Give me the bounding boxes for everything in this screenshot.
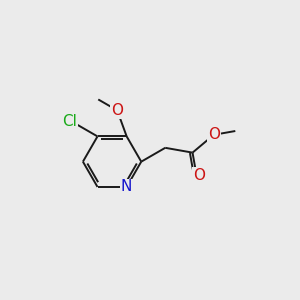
Text: N: N — [121, 179, 132, 194]
Text: O: O — [111, 103, 123, 118]
Text: methoxy: methoxy — [94, 97, 100, 99]
Text: O: O — [193, 168, 205, 183]
Text: Cl: Cl — [63, 115, 77, 130]
Text: O: O — [208, 127, 220, 142]
